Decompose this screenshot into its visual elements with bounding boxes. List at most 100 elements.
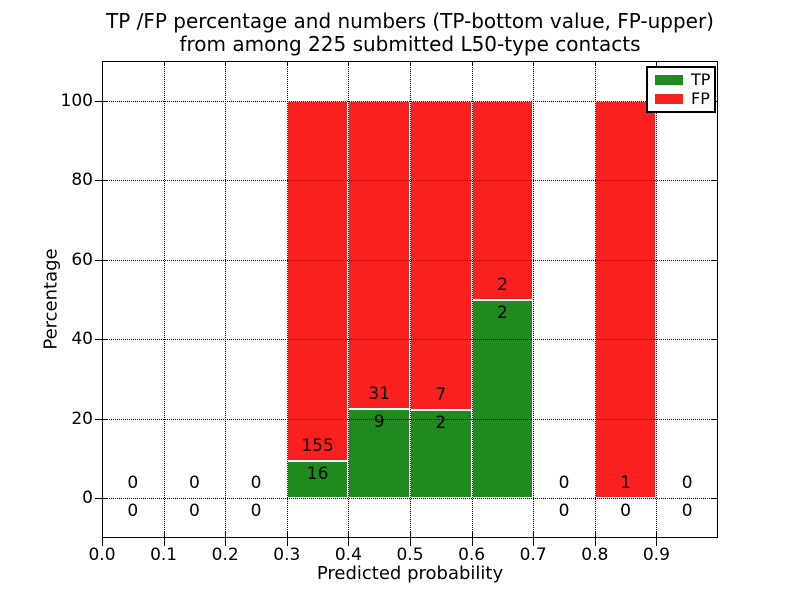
x-tick-mark-inner — [225, 532, 227, 538]
x-tick-label: 0.7 — [519, 545, 547, 565]
y-tick-label: 0 — [82, 488, 93, 509]
gridline-h — [102, 100, 718, 102]
x-tick-mark — [471, 538, 473, 546]
y-tick-mark — [95, 339, 102, 341]
x-tick-mark-top-inner — [594, 61, 596, 66]
bar-segment-fp — [286, 100, 349, 462]
y-tick-mark — [95, 100, 102, 102]
x-tick-mark-top-inner — [471, 61, 473, 66]
bar-segment-tp — [471, 299, 534, 499]
x-tick-label: 0.5 — [396, 545, 424, 565]
x-tick-label: 0.3 — [273, 545, 301, 565]
bar-segment-fp — [594, 100, 657, 499]
x-tick-label: 0.9 — [642, 545, 670, 565]
x-tick-mark-inner — [410, 532, 411, 538]
x-tick-mark-top-inner — [163, 61, 165, 66]
x-tick-mark-inner — [102, 532, 103, 538]
bar-label-fp: 31 — [368, 383, 390, 404]
bar-label-fp: 0 — [188, 473, 200, 494]
x-tick-mark — [102, 538, 103, 546]
x-tick-label: 0.4 — [334, 545, 362, 565]
bar-label-tp: 16 — [306, 464, 329, 485]
gridline-h — [102, 259, 718, 261]
gridline-h — [102, 418, 718, 420]
x-tick-mark-top-inner — [656, 61, 658, 66]
x-tick-mark-inner — [533, 532, 535, 538]
x-tick-mark-top-inner — [533, 61, 535, 66]
bar-label-tp: 2 — [496, 302, 508, 323]
gridline-v — [410, 61, 411, 538]
x-tick-mark-top-inner — [410, 61, 411, 66]
x-tick-mark — [410, 538, 411, 546]
gridline-v — [286, 61, 288, 538]
bar-label-fp: 2 — [496, 274, 508, 295]
bar-segment-tp — [286, 461, 349, 499]
x-tick-mark — [163, 538, 165, 546]
x-tick-mark — [656, 538, 658, 546]
y-tick-mark — [95, 498, 102, 500]
y-tick-mark-right-inner — [712, 498, 717, 500]
x-tick-mark — [533, 538, 535, 546]
bar-label-fp: 155 — [301, 436, 334, 457]
y-tick-mark-inner — [103, 418, 108, 420]
chart-title-line1: TP /FP percentage and numbers (TP-bottom… — [106, 9, 714, 33]
y-tick-mark-inner — [103, 339, 108, 341]
bar-label-tp: 0 — [558, 501, 570, 522]
x-tick-mark-inner — [656, 532, 658, 538]
y-tick-label: 100 — [60, 90, 93, 111]
y-tick-mark-right-inner — [712, 259, 717, 261]
y-tick-label: 40 — [71, 329, 93, 350]
legend: TP FP — [646, 66, 716, 113]
x-tick-mark-inner — [471, 532, 473, 538]
x-tick-label: 0.6 — [458, 545, 486, 565]
x-tick-mark-top-inner — [348, 61, 350, 66]
tp-swatch-icon — [655, 74, 683, 85]
x-tick-label: 0.8 — [581, 545, 609, 565]
x-tick-mark — [286, 538, 288, 546]
bar-label-tp: 0 — [620, 501, 631, 522]
bar-label-tp: 2 — [435, 412, 447, 433]
x-tick-mark-top-inner — [286, 61, 288, 66]
gridline-v — [471, 61, 473, 538]
gridline-v — [225, 61, 227, 538]
bar-label-tp: 9 — [373, 411, 385, 432]
bar-label-fp: 0 — [681, 473, 693, 494]
legend-label-fp: FP — [691, 89, 710, 109]
legend-item-fp: FP — [655, 91, 714, 107]
y-tick-mark — [95, 259, 102, 261]
x-tick-label: 0.1 — [150, 545, 178, 565]
gridline-v — [594, 61, 596, 538]
bar-label-fp: 7 — [435, 384, 447, 405]
bar-label-fp: 0 — [558, 473, 570, 494]
y-tick-mark-right-inner — [712, 418, 717, 420]
x-tick-mark — [225, 538, 227, 546]
gridline-v — [163, 61, 165, 538]
x-tick-label: 0.2 — [211, 545, 239, 565]
x-tick-mark — [348, 538, 350, 546]
x-tick-mark-inner — [348, 532, 350, 538]
bar-label-fp: 1 — [620, 473, 631, 494]
x-tick-mark-inner — [163, 532, 165, 538]
bar-label-tp: 0 — [188, 501, 200, 522]
chart-title-line2: from among 225 submitted L50-type contac… — [179, 32, 641, 56]
gridline-v — [348, 61, 350, 538]
bar-label-tp: 0 — [681, 501, 693, 522]
x-tick-label: 0.0 — [88, 545, 116, 565]
y-tick-mark-right-inner — [712, 339, 717, 341]
gridline-h — [102, 339, 718, 341]
y-tick-mark-right-inner — [712, 180, 717, 182]
y-tick-label: 20 — [71, 408, 93, 429]
y-tick-mark-inner — [103, 498, 108, 500]
y-tick-mark-inner — [103, 100, 108, 102]
bar-label-fp: 0 — [127, 473, 139, 494]
y-tick-mark — [95, 180, 102, 182]
y-tick-mark — [95, 418, 102, 420]
bar-segment-fp — [471, 100, 534, 300]
x-tick-mark-inner — [286, 532, 288, 538]
legend-label-tp: TP — [691, 69, 711, 89]
gridline-h — [102, 498, 718, 500]
bar-segment-fp — [410, 100, 472, 410]
gridline-h — [102, 180, 718, 182]
x-tick-mark — [594, 538, 596, 546]
